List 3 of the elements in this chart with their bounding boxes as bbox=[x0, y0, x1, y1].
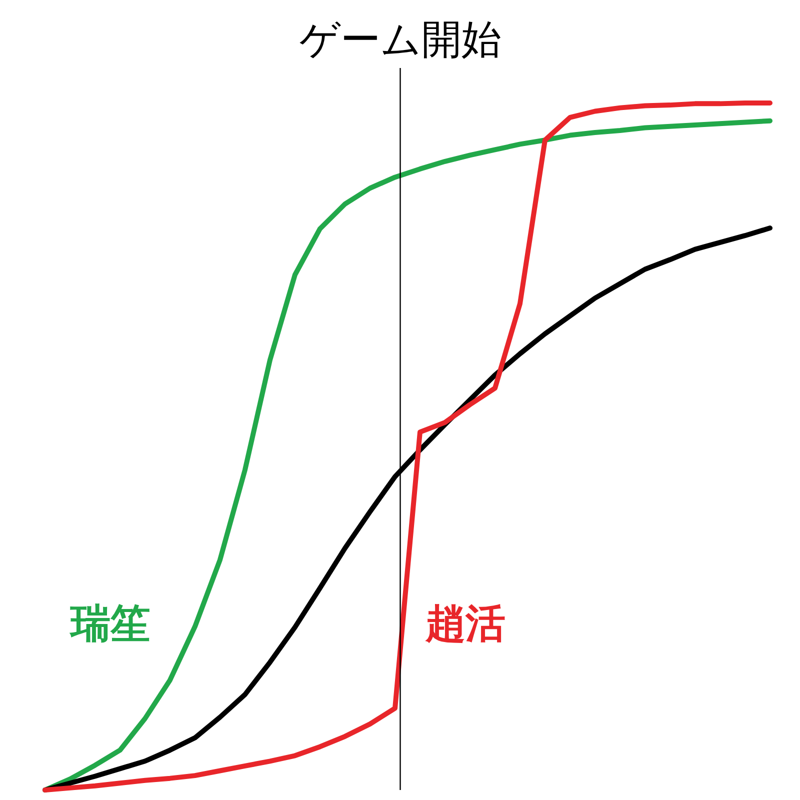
series-label: 趙活 bbox=[424, 601, 506, 648]
text: ゲーム開始 bbox=[299, 17, 502, 63]
series-label: 瑞笙 bbox=[68, 601, 150, 648]
